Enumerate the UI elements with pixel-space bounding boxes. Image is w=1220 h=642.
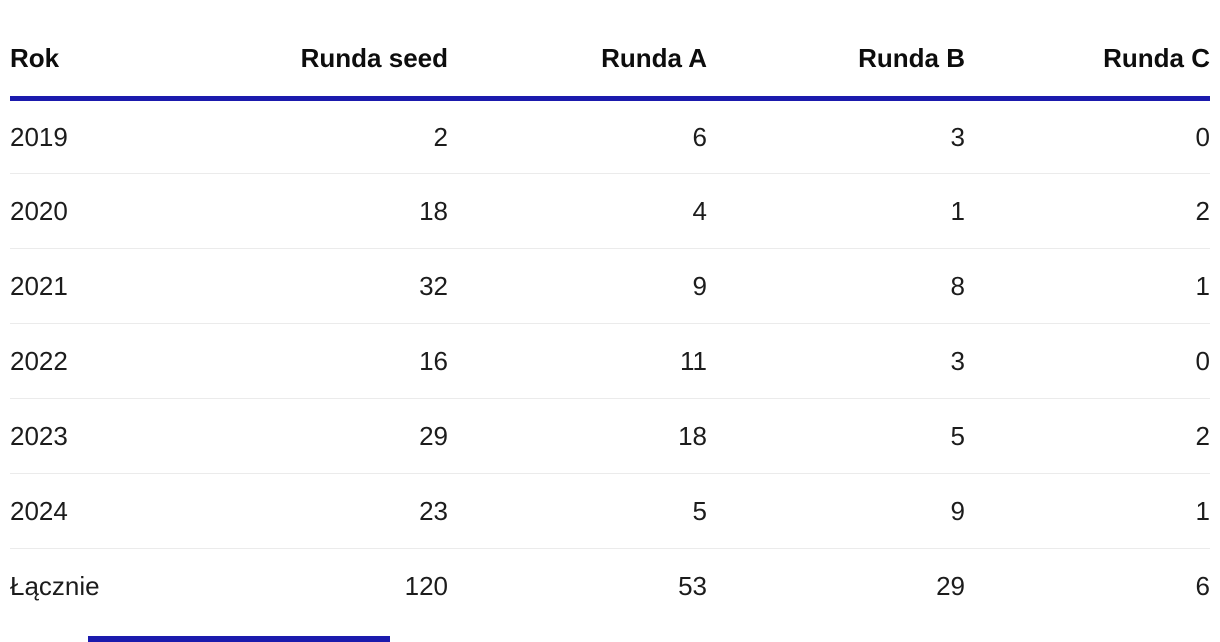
- row-label-cell: 2020: [10, 173, 190, 249]
- value-cell: 5: [707, 398, 965, 474]
- value-cell: 3: [707, 323, 965, 399]
- column-header-0: Rok: [10, 0, 190, 101]
- row-label-cell: 2024: [10, 473, 190, 549]
- value-cell: 120: [190, 548, 448, 624]
- column-header-3: Runda B: [707, 0, 965, 101]
- value-cell: 8: [707, 248, 965, 324]
- table-row: 2024 23 5 9 1: [10, 473, 1210, 549]
- value-cell: 11: [448, 323, 707, 399]
- table-row: 2023 29 18 5 2: [10, 398, 1210, 474]
- value-cell: 29: [707, 548, 965, 624]
- row-label-cell: 2021: [10, 248, 190, 324]
- column-header-1: Runda seed: [190, 0, 448, 101]
- table-row: 2022 16 11 3 0: [10, 323, 1210, 399]
- value-cell: 1: [707, 173, 965, 249]
- value-cell: 6: [965, 548, 1210, 624]
- value-cell: 3: [950, 122, 965, 152]
- row-label-cell: 2023: [10, 398, 190, 474]
- table-row: 2019 2 6 3 0: [10, 99, 1210, 174]
- value-cell: 1: [965, 248, 1210, 324]
- value-cell: 23: [190, 473, 448, 549]
- funding-rounds-table: Rok Runda seed Runda A Runda B Runda C 2019 2…: [10, 0, 1210, 624]
- value-cell: 18: [190, 173, 448, 249]
- table-row: 2021 32 9 8 1: [10, 248, 1210, 324]
- bottom-partial-rule: [88, 636, 390, 642]
- value-cell: 0: [965, 323, 1210, 399]
- header-row: Rok Runda seed Runda A Runda B Runda C: [10, 0, 1210, 101]
- value-cell: 4: [448, 173, 707, 249]
- value-cell: 5: [448, 473, 707, 549]
- table-row: 2020 18 4 1 2: [10, 173, 1210, 249]
- value-cell: 9: [448, 248, 707, 324]
- value-cell: 0: [1195, 122, 1210, 152]
- value-cell: 9: [707, 473, 965, 549]
- row-label-cell: Łącznie: [10, 548, 190, 624]
- value-cell: 29: [190, 398, 448, 474]
- value-cell: 2: [965, 173, 1210, 249]
- table-body: 2019 2 6 3 0 2020 18 4 1 2 2021 32 9 8 1 2022 16 11 3 0 2023…: [10, 99, 1210, 624]
- value-cell: 16: [190, 323, 448, 399]
- value-cell: 6: [692, 122, 707, 152]
- row-label-cell: 2019: [10, 122, 68, 152]
- value-cell: 2: [433, 122, 448, 152]
- value-cell: 18: [448, 398, 707, 474]
- value-cell: 32: [190, 248, 448, 324]
- value-cell: 53: [448, 548, 707, 624]
- value-cell: 2: [965, 398, 1210, 474]
- value-cell: 1: [965, 473, 1210, 549]
- column-header-4: Runda C: [965, 0, 1210, 101]
- row-label-cell: 2022: [10, 323, 190, 399]
- column-header-2: Runda A: [448, 0, 707, 101]
- table-row: Łącznie 120 53 29 6: [10, 548, 1210, 624]
